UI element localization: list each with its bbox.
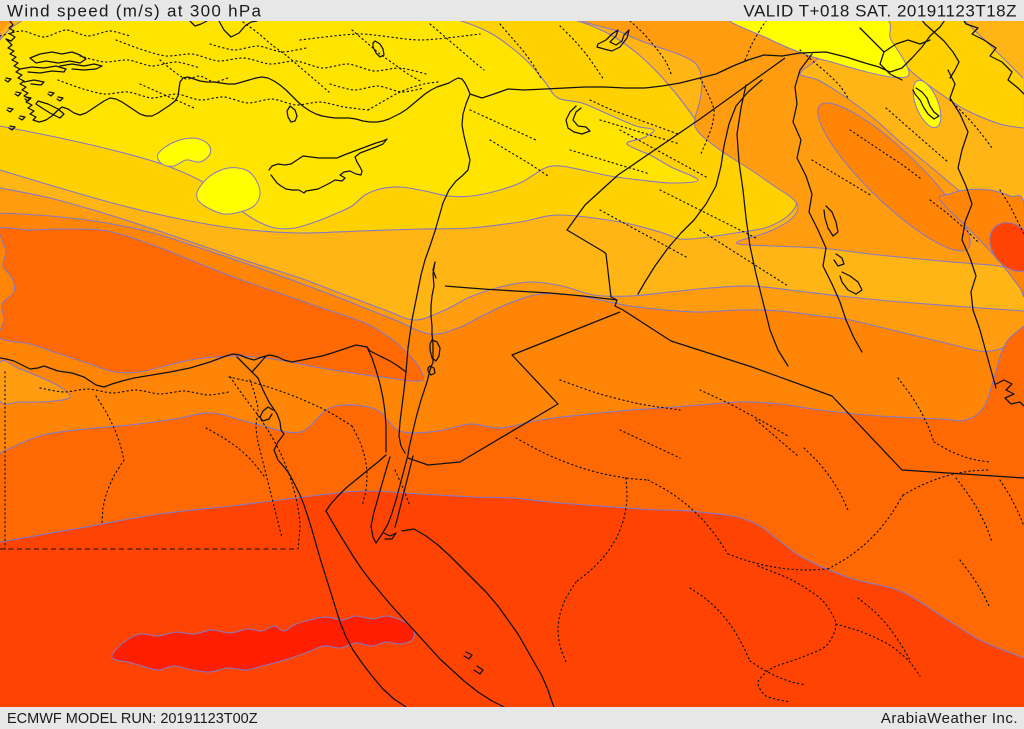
- svg-text:VALID T+018 SAT. 20191123T18Z: VALID T+018 SAT. 20191123T18Z: [743, 2, 1017, 21]
- svg-text:Wind speed (m/s) at 300 hPa: Wind speed (m/s) at 300 hPa: [7, 2, 262, 21]
- svg-text:ECMWF MODEL RUN: 20191123T00Z: ECMWF MODEL RUN: 20191123T00Z: [7, 711, 258, 727]
- svg-text:ArabiaWeather Inc.: ArabiaWeather Inc.: [881, 710, 1018, 727]
